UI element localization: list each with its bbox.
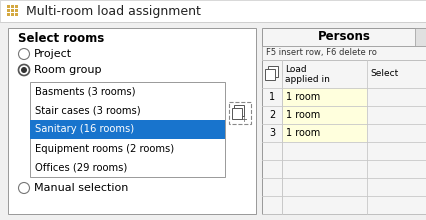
Text: Persons: Persons <box>317 31 370 44</box>
FancyBboxPatch shape <box>262 28 426 46</box>
FancyBboxPatch shape <box>414 28 426 46</box>
FancyBboxPatch shape <box>366 106 426 124</box>
Text: 3: 3 <box>268 128 274 138</box>
FancyBboxPatch shape <box>366 88 426 106</box>
Text: Select: Select <box>369 70 397 79</box>
FancyBboxPatch shape <box>268 66 277 77</box>
FancyBboxPatch shape <box>265 69 274 80</box>
FancyBboxPatch shape <box>11 13 14 16</box>
Text: Sanitary (16 rooms): Sanitary (16 rooms) <box>35 125 134 134</box>
Text: 1 room: 1 room <box>285 128 320 138</box>
FancyBboxPatch shape <box>7 9 10 12</box>
FancyBboxPatch shape <box>30 82 225 177</box>
FancyBboxPatch shape <box>262 142 426 160</box>
Text: Project: Project <box>34 49 72 59</box>
Text: 1 room: 1 room <box>285 110 320 120</box>
FancyBboxPatch shape <box>30 120 225 139</box>
Text: Room group: Room group <box>34 65 101 75</box>
FancyBboxPatch shape <box>233 105 243 116</box>
FancyBboxPatch shape <box>231 108 242 119</box>
Text: applied in: applied in <box>284 75 329 84</box>
Circle shape <box>18 183 29 194</box>
Text: Multi-room load assignment: Multi-room load assignment <box>26 4 200 18</box>
Text: Load: Load <box>284 64 306 73</box>
FancyBboxPatch shape <box>7 13 10 16</box>
FancyBboxPatch shape <box>262 106 281 124</box>
FancyBboxPatch shape <box>228 102 250 124</box>
Text: F5 insert row, F6 delete ro: F5 insert row, F6 delete ro <box>265 48 376 57</box>
FancyBboxPatch shape <box>8 28 256 214</box>
Circle shape <box>18 64 29 75</box>
FancyBboxPatch shape <box>262 124 281 142</box>
Text: 2: 2 <box>268 110 274 120</box>
Text: +: + <box>240 114 247 123</box>
FancyBboxPatch shape <box>262 60 426 88</box>
Text: Basments (3 rooms): Basments (3 rooms) <box>35 86 135 97</box>
FancyBboxPatch shape <box>262 178 426 196</box>
FancyBboxPatch shape <box>262 160 426 178</box>
Text: Stair cases (3 rooms): Stair cases (3 rooms) <box>35 106 140 116</box>
FancyBboxPatch shape <box>281 106 366 124</box>
FancyBboxPatch shape <box>15 13 18 16</box>
FancyBboxPatch shape <box>11 9 14 12</box>
Circle shape <box>21 67 27 73</box>
FancyBboxPatch shape <box>262 196 426 214</box>
FancyBboxPatch shape <box>262 46 426 60</box>
FancyBboxPatch shape <box>366 124 426 142</box>
Circle shape <box>18 64 29 75</box>
FancyBboxPatch shape <box>11 5 14 8</box>
FancyBboxPatch shape <box>15 9 18 12</box>
FancyBboxPatch shape <box>281 124 366 142</box>
FancyBboxPatch shape <box>15 5 18 8</box>
FancyBboxPatch shape <box>281 88 366 106</box>
FancyBboxPatch shape <box>0 0 426 22</box>
Text: Select rooms: Select rooms <box>18 33 104 46</box>
Text: 1: 1 <box>268 92 274 102</box>
FancyBboxPatch shape <box>262 88 281 106</box>
Text: Equipment rooms (2 rooms): Equipment rooms (2 rooms) <box>35 143 174 154</box>
FancyBboxPatch shape <box>7 5 10 8</box>
Text: 1 room: 1 room <box>285 92 320 102</box>
Text: Offices (29 rooms): Offices (29 rooms) <box>35 163 127 172</box>
Circle shape <box>18 48 29 59</box>
Text: Manual selection: Manual selection <box>34 183 128 193</box>
